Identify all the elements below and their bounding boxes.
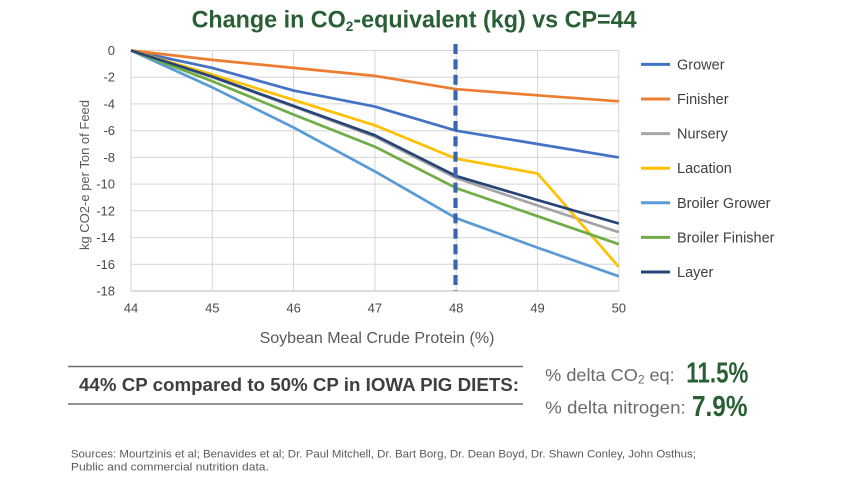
- svg-text:11.5%: 11.5%: [686, 358, 748, 390]
- svg-text:49: 49: [530, 301, 544, 316]
- svg-text:Soybean Meal Crude Protein (%): Soybean Meal Crude Protein (%): [260, 330, 495, 347]
- svg-text:45: 45: [205, 301, 219, 316]
- svg-text:48: 48: [449, 301, 463, 316]
- svg-text:0: 0: [108, 43, 115, 58]
- svg-text:Nursery: Nursery: [677, 127, 729, 143]
- svg-text:-14: -14: [96, 230, 115, 245]
- svg-text:-12: -12: [96, 203, 115, 218]
- svg-text:Layer: Layer: [677, 265, 713, 281]
- svg-text:50: 50: [612, 301, 626, 316]
- svg-text:Finisher: Finisher: [677, 92, 729, 108]
- svg-text:47: 47: [368, 301, 382, 316]
- svg-text:7.9%: 7.9%: [692, 391, 748, 423]
- svg-text:-8: -8: [103, 150, 115, 165]
- svg-text:Public and commercial nutritio: Public and commercial nutrition data.: [71, 461, 269, 473]
- svg-text:-4: -4: [103, 96, 115, 111]
- svg-text:kg CO2-e per Ton of Feed: kg CO2-e per Ton of Feed: [77, 100, 92, 250]
- svg-text:46: 46: [286, 301, 300, 316]
- svg-text:44: 44: [124, 301, 138, 316]
- svg-text:Grower: Grower: [677, 57, 725, 73]
- svg-text:-10: -10: [96, 177, 115, 192]
- svg-text:44% CP compared to 50% CP in I: 44% CP compared to 50% CP in IOWA PIG DI…: [79, 375, 519, 395]
- svg-text:% delta nitrogen:: % delta nitrogen:: [545, 397, 686, 417]
- svg-text:Broiler Finisher: Broiler Finisher: [677, 230, 775, 246]
- svg-text:-18: -18: [96, 284, 115, 299]
- svg-text:Sources: Mourtzinis et al; Ben: Sources: Mourtzinis et al; Benavides et …: [71, 449, 696, 461]
- svg-text:-16: -16: [96, 257, 115, 272]
- svg-text:-2: -2: [103, 70, 115, 85]
- svg-text:% delta CO2 eq:: % delta CO 2 eq:: [545, 365, 675, 387]
- svg-text:Change in CO2-equivalent (kg): Change in CO2-equivalent (kg) vs CP=44: [192, 7, 638, 34]
- svg-text:-6: -6: [103, 123, 115, 138]
- svg-text:Lacation: Lacation: [677, 161, 732, 177]
- svg-text:Broiler Grower: Broiler Grower: [677, 196, 771, 212]
